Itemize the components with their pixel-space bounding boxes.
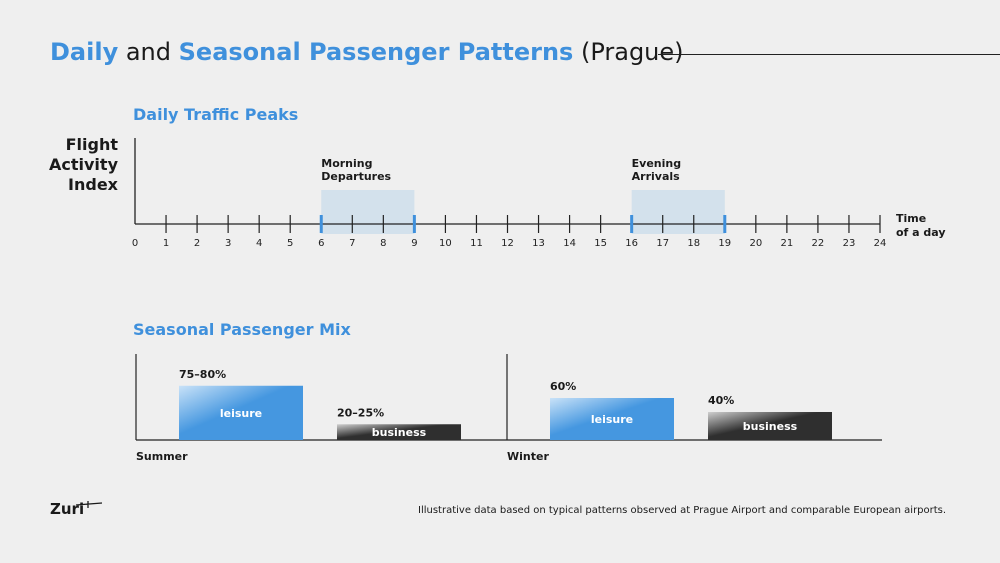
bar-business	[708, 412, 832, 440]
peak-label: Morning	[321, 157, 372, 170]
peak-band	[321, 190, 415, 234]
x-tick-label: 7	[349, 238, 355, 249]
bar-leisure	[550, 398, 674, 440]
group-label: Summer	[136, 450, 188, 463]
bar-category-label: leisure	[220, 407, 262, 420]
x-tick-label: 9	[411, 238, 417, 249]
bar-category-label: leisure	[591, 413, 633, 426]
x-tick-label: 21	[781, 238, 794, 249]
x-tick-label: 20	[749, 238, 762, 249]
seasonal-chart-title: Seasonal Passenger Mix	[133, 320, 351, 339]
bar-category-label: business	[743, 420, 798, 433]
x-tick-label: 13	[532, 238, 545, 249]
bar-category-label: business	[372, 426, 427, 439]
x-axis-label-line: Time	[896, 212, 927, 225]
x-tick-label: 6	[318, 238, 324, 249]
bar-business	[337, 424, 461, 440]
x-tick-label: 17	[656, 238, 669, 249]
x-tick-label: 16	[625, 238, 638, 249]
x-tick-label: 15	[594, 238, 607, 249]
plane-icon	[75, 501, 103, 508]
x-tick-label: 3	[225, 238, 231, 249]
bar-value-label: 60%	[550, 380, 576, 393]
zuri-logo: Zuri	[50, 500, 103, 518]
logo-text: Zuri	[50, 500, 85, 518]
x-tick-label: 5	[287, 238, 293, 249]
title-divider	[658, 54, 1000, 55]
x-tick-label: 23	[843, 238, 856, 249]
x-tick-label: 12	[501, 238, 514, 249]
bar-value-label: 40%	[708, 394, 734, 407]
peak-label: Arrivals	[632, 170, 680, 183]
x-tick-label: 10	[439, 238, 452, 249]
peak-label: Departures	[321, 170, 391, 183]
group-label: Winter	[507, 450, 549, 463]
x-tick-label: 0	[132, 238, 138, 249]
title-and: and	[118, 38, 179, 66]
daily-chart-title: Daily Traffic Peaks	[133, 105, 299, 124]
title-seasonal: Seasonal Passenger Patterns	[178, 38, 574, 66]
title-daily: Daily	[50, 38, 119, 66]
y-axis-label: Flight Activity Index	[49, 135, 118, 194]
footnote: Illustrative data based on typical patte…	[418, 505, 947, 516]
peak-label: Evening	[632, 157, 681, 170]
page-title: Daily and Seasonal Passenger Patterns (P…	[50, 38, 684, 66]
x-tick-label: 19	[718, 238, 731, 249]
x-axis-label-line: of a day	[896, 226, 946, 239]
bar-value-label: 75–80%	[179, 368, 226, 381]
x-tick-label: 14	[563, 238, 576, 249]
x-tick-label: 8	[380, 238, 386, 249]
bar-value-label: 20–25%	[337, 406, 384, 419]
x-tick-label: 24	[874, 238, 887, 249]
x-tick-label: 2	[194, 238, 200, 249]
bar-leisure	[179, 385, 303, 440]
peak-band	[631, 190, 725, 234]
x-tick-label: 1	[163, 238, 169, 249]
x-tick-label: 11	[470, 238, 483, 249]
x-tick-label: 18	[687, 238, 700, 249]
x-axis-label: Time of a day	[896, 212, 946, 240]
title-location: (Prague)	[573, 38, 684, 66]
x-tick-label: 22	[812, 238, 825, 249]
x-tick-label: 4	[256, 238, 262, 249]
